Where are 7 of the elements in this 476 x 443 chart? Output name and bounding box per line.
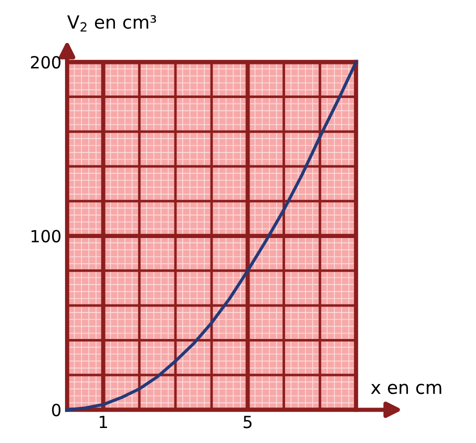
- y-tick-label: 0: [52, 404, 60, 416]
- x-tick-label: 5: [244, 416, 252, 428]
- y-tick-label: 200: [30, 56, 60, 69]
- x-axis-title: x en cm: [371, 384, 442, 394]
- y-tick-label: 100: [32, 230, 60, 242]
- y-axis-title: V$_{2}$ en cm³: [67, 15, 156, 32]
- x-tick-label: 1: [100, 416, 107, 428]
